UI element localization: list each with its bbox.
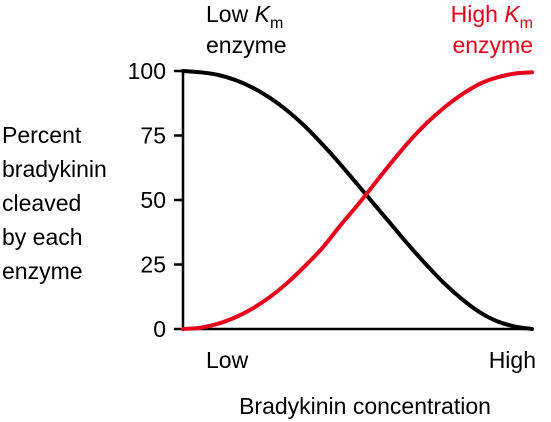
series-lines xyxy=(181,69,534,331)
series-label-line2: enzyme xyxy=(452,32,533,58)
x-tick-label-high: High xyxy=(489,347,536,373)
series-label-subscript: m xyxy=(270,15,283,32)
series-label-variable: K xyxy=(255,1,272,27)
y-axis-label-line: cleaved xyxy=(2,190,81,216)
y-axis-label-line: Percent xyxy=(2,122,82,148)
series-label-prefix: Low xyxy=(206,1,255,27)
y-axis-label-line: by each xyxy=(2,224,83,250)
x-tick-labels: Low High xyxy=(206,347,536,373)
series-label-subscript: m xyxy=(520,15,533,32)
axes: 0 25 50 75 100 xyxy=(128,58,532,342)
y-tick-label: 100 xyxy=(128,58,166,84)
x-axis-label: Bradykinin concentration xyxy=(239,393,491,419)
y-axis-label: Percent bradykinin cleaved by each enzyme xyxy=(2,122,107,284)
series-label-line1: High Km xyxy=(451,1,533,32)
series-label-prefix: High xyxy=(451,1,505,27)
series-label-line2: enzyme xyxy=(206,32,287,58)
series-line-low-km xyxy=(181,69,534,331)
y-tick-label: 75 xyxy=(140,123,166,149)
y-ticks: 0 25 50 75 100 xyxy=(128,58,183,342)
y-tick-label: 0 xyxy=(153,316,166,342)
y-tick-label: 50 xyxy=(140,187,166,213)
series-label-line1: Low Km xyxy=(206,1,283,32)
y-tick-label: 25 xyxy=(140,252,166,278)
x-tick-label-low: Low xyxy=(206,347,249,373)
y-axis-label-line: bradykinin xyxy=(2,156,107,182)
series-label-variable: K xyxy=(504,1,521,27)
series-line-high-km xyxy=(181,70,534,331)
y-axis-label-line: enzyme xyxy=(2,258,83,284)
